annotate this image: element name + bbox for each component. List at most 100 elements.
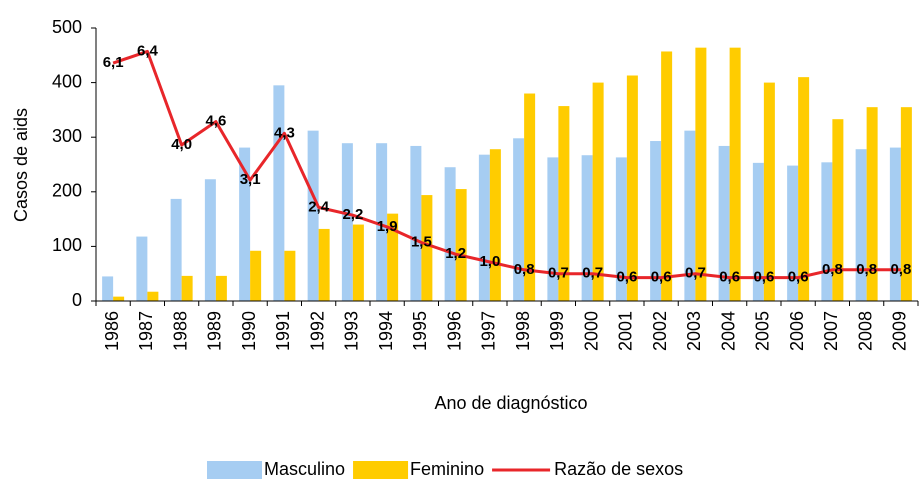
x-tick-label: 2006 xyxy=(787,311,807,351)
value-label: 0,6 xyxy=(753,269,774,286)
bar xyxy=(855,149,867,301)
bar xyxy=(718,145,730,301)
x-tick-label: 1987 xyxy=(136,311,156,351)
x-tick-label: 1988 xyxy=(170,311,190,351)
value-label: 0,7 xyxy=(685,265,706,282)
bar xyxy=(729,47,741,301)
x-tick-label: 2001 xyxy=(616,311,636,351)
y-tick-label: 300 xyxy=(52,126,82,146)
x-tick-label: 1986 xyxy=(102,311,122,351)
bar xyxy=(147,291,159,301)
bar xyxy=(900,107,912,301)
x-tick-label: 2000 xyxy=(581,311,601,351)
value-label: 0,8 xyxy=(822,261,843,278)
x-tick-label: 1991 xyxy=(273,311,293,351)
x-axis-title: Ano de diagnóstico xyxy=(434,393,587,413)
bar xyxy=(478,154,490,301)
bar xyxy=(136,236,148,301)
value-label: 0,7 xyxy=(548,265,569,282)
x-tick-label: 2004 xyxy=(718,311,738,351)
value-label: 0,7 xyxy=(582,265,603,282)
bar xyxy=(341,143,353,301)
value-label: 6,1 xyxy=(103,54,124,71)
y-axis-title: Casos de aids xyxy=(11,108,31,222)
y-tick-label: 400 xyxy=(52,71,82,91)
bar xyxy=(376,143,388,301)
x-tick-label: 1993 xyxy=(342,311,362,351)
bar xyxy=(387,213,399,301)
bar xyxy=(661,51,673,302)
bar xyxy=(866,107,878,301)
value-label: 2,4 xyxy=(308,198,330,215)
bar xyxy=(650,141,662,301)
value-label: 0,6 xyxy=(651,269,672,286)
x-tick-label: 2005 xyxy=(753,311,773,351)
x-tick-label: 2007 xyxy=(821,311,841,351)
bar xyxy=(250,250,262,301)
bar xyxy=(513,138,525,301)
bar xyxy=(524,93,536,302)
x-tick-label: 1997 xyxy=(479,311,499,351)
value-label: 4,0 xyxy=(171,136,192,153)
bar xyxy=(581,155,593,301)
bar xyxy=(215,275,227,301)
bar xyxy=(410,145,422,301)
bar xyxy=(273,85,285,301)
bar xyxy=(170,198,182,301)
legend-swatch xyxy=(207,461,262,479)
bar xyxy=(752,162,764,301)
bar xyxy=(181,275,193,301)
bar xyxy=(798,77,810,301)
bar xyxy=(547,157,559,301)
bar xyxy=(489,149,501,301)
bar xyxy=(615,157,627,301)
y-tick-label: 100 xyxy=(52,235,82,255)
x-tick-label: 1995 xyxy=(410,311,430,351)
x-tick-label: 1996 xyxy=(444,311,464,351)
value-label: 1,9 xyxy=(377,218,398,235)
line xyxy=(112,49,901,280)
x-tick-label: 1990 xyxy=(239,311,259,351)
legend-label: Masculino xyxy=(264,459,345,479)
x-tick-label: 2009 xyxy=(890,311,910,351)
bar xyxy=(695,47,707,301)
value-label: 0,8 xyxy=(514,261,535,278)
value-label: 1,0 xyxy=(479,253,500,270)
bar xyxy=(889,147,901,301)
x-tick-label: 1998 xyxy=(513,311,533,351)
bar xyxy=(444,167,456,301)
y-tick-label: 0 xyxy=(72,290,82,310)
bar xyxy=(239,147,251,301)
bar xyxy=(421,195,433,301)
bar xyxy=(626,75,638,301)
y-tick-label: 200 xyxy=(52,181,82,201)
x-tick-label: 2008 xyxy=(855,311,875,351)
legend-swatch xyxy=(353,461,409,479)
bar xyxy=(592,82,604,301)
bar xyxy=(832,119,844,301)
x-tick-label: 1992 xyxy=(307,311,327,351)
x-tick-label: 1999 xyxy=(547,311,567,351)
value-label: 0,6 xyxy=(719,269,740,286)
x-tick-label: 2002 xyxy=(650,311,670,351)
bar xyxy=(455,189,467,301)
value-label: 2,2 xyxy=(342,206,363,223)
bar xyxy=(558,106,570,301)
y-tick-label: 500 xyxy=(52,17,82,37)
bar xyxy=(352,224,364,301)
x-tick-label: 1989 xyxy=(205,311,225,351)
legend-label: Razão de sexos xyxy=(554,459,683,479)
value-label: 0,8 xyxy=(890,261,911,278)
bar xyxy=(307,130,319,301)
bar xyxy=(763,82,775,301)
value-label: 6,4 xyxy=(137,42,159,59)
value-label: 1,5 xyxy=(411,233,432,250)
bar xyxy=(113,296,125,301)
x-tick-label: 2003 xyxy=(684,311,704,351)
x-tick-label: 1994 xyxy=(376,311,396,351)
bar xyxy=(204,179,216,301)
value-label: 1,2 xyxy=(445,245,466,262)
bar xyxy=(102,276,114,301)
bar xyxy=(821,162,833,301)
